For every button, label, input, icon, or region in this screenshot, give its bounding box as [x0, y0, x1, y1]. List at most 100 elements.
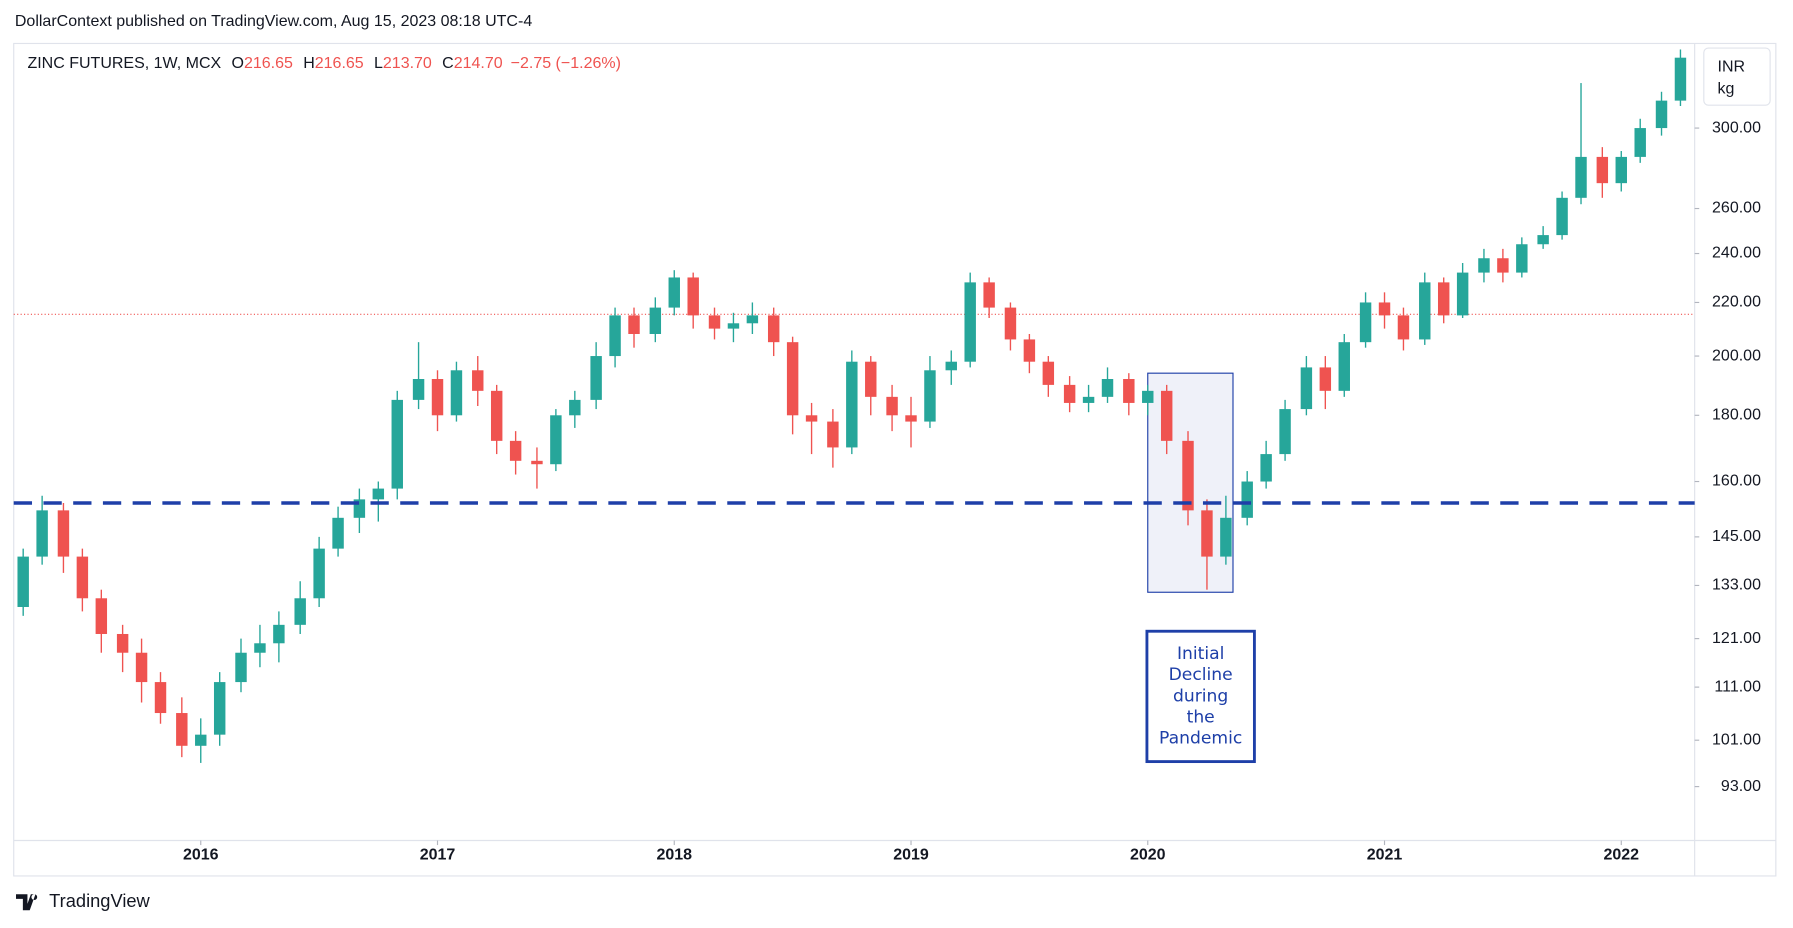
candle-body [1241, 481, 1253, 518]
candle-body [1182, 440, 1194, 511]
candle-body [372, 488, 385, 500]
candle-body [273, 624, 285, 644]
candle-body [767, 315, 780, 343]
legend-value: 216.65 [244, 55, 293, 72]
candle-body [1556, 197, 1568, 236]
legend: ZINC FUTURES, 1W, MCX O216.65 H216.65 L213.… [27, 55, 620, 72]
candle-body [1478, 258, 1490, 273]
candle-body [1004, 307, 1017, 340]
candle-body [176, 713, 188, 746]
x-tick-label: 2019 [893, 847, 929, 864]
candle-body [135, 652, 148, 683]
legend-value: 213.70 [383, 55, 432, 72]
candle-body [1142, 390, 1154, 403]
candle-body [1082, 396, 1095, 403]
candle-body [827, 421, 839, 448]
x-tick-label: 2016 [183, 847, 219, 864]
candle-body [1674, 57, 1687, 101]
candle-body [1516, 244, 1528, 273]
candle-body [332, 517, 344, 549]
candle-body [76, 556, 89, 599]
candle-body [431, 379, 444, 416]
legend-label: H [303, 55, 315, 72]
candle-body [1201, 510, 1213, 557]
candle-body [1634, 128, 1646, 157]
candle-body [531, 460, 543, 465]
candle-body [886, 396, 898, 416]
candle-body [235, 652, 247, 683]
candle-body [1023, 339, 1036, 362]
legend-title: ZINC FUTURES, 1W, MCX [27, 55, 221, 72]
x-tick-label: 2017 [420, 847, 456, 864]
candle-body [1160, 390, 1173, 441]
candle-body [1575, 156, 1587, 198]
y-tick-label: 160.00 [1712, 473, 1761, 490]
candle-body [313, 548, 325, 599]
y-tick-label: 220.00 [1712, 294, 1761, 311]
y-tick-label: 200.00 [1712, 347, 1761, 364]
candle-body [1497, 258, 1509, 273]
candle-body [294, 598, 306, 625]
candle-body [254, 643, 266, 653]
candle-body [1063, 384, 1076, 403]
y-tick-label: 121.00 [1712, 630, 1761, 647]
candle-body [472, 370, 484, 391]
legend-value: 216.65 [315, 55, 364, 72]
candle-body [57, 510, 70, 557]
unit-label: INR [1718, 59, 1746, 76]
candle-body [154, 682, 167, 714]
x-tick-label: 2020 [1130, 847, 1166, 864]
candle-body [116, 633, 129, 653]
legend-label: L [374, 55, 383, 72]
candle-body [1655, 100, 1668, 129]
candle-body [964, 282, 976, 362]
candle-body [786, 342, 799, 416]
candle-body [1456, 272, 1469, 316]
legend-change: −2.75 (−1.26%) [511, 55, 621, 72]
candle-body [628, 315, 640, 334]
candle-body [213, 682, 226, 735]
annotation-text: during [1173, 686, 1228, 706]
candle-body [1279, 409, 1291, 455]
candle-body [550, 415, 562, 465]
candle-body [490, 390, 503, 441]
candle-body [846, 361, 858, 448]
y-tick-label: 145.00 [1712, 528, 1761, 545]
candle-body [905, 415, 917, 422]
candle-body [805, 415, 818, 422]
candle-body [924, 370, 936, 422]
candle-body [391, 399, 403, 489]
y-tick-label: 260.00 [1712, 200, 1761, 217]
candle-body [1397, 315, 1410, 340]
brand-icon [16, 894, 38, 911]
candle-body [1101, 379, 1114, 397]
candle-body [1419, 282, 1431, 340]
candle-body [1300, 367, 1313, 410]
unit-box [1703, 47, 1771, 106]
brand-name: TradingView [49, 890, 150, 911]
candle-body [509, 440, 522, 461]
legend-value: 214.70 [454, 55, 503, 72]
candle-body [983, 282, 995, 308]
annotation-text: Pandemic [1159, 729, 1242, 749]
candle-body [17, 556, 29, 607]
candle-body [450, 370, 463, 416]
y-tick-label: 240.00 [1712, 245, 1761, 262]
candle-body [727, 323, 740, 329]
candle-body [1319, 367, 1332, 391]
candle-body [353, 499, 366, 518]
candle-body [865, 361, 877, 397]
y-tick-label: 111.00 [1714, 678, 1761, 695]
annotation-box [1145, 629, 1256, 764]
candle-body [95, 598, 108, 634]
candle-body [1596, 156, 1609, 184]
candle-body [649, 307, 662, 334]
candle-body [412, 379, 425, 400]
candle-body [668, 277, 680, 308]
candle-body [590, 356, 602, 400]
candle-body [945, 361, 957, 371]
candle-body [1437, 282, 1450, 316]
y-tick-label: 300.00 [1712, 119, 1761, 136]
unit-label: kg [1718, 80, 1735, 97]
